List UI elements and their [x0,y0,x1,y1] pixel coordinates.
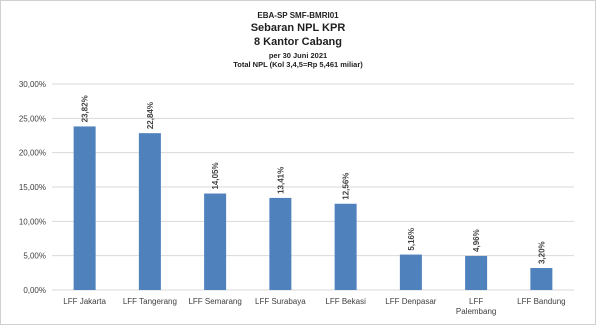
data-label: 4,96% [472,229,481,252]
y-tick-label: 5,00% [23,252,46,261]
y-tick-label: 25,00% [19,114,46,123]
data-label: 5,16% [407,228,416,251]
x-category-label: LFF Jakarta [63,297,106,306]
chart-title-code: EBA-SP SMF-BMRI01 [257,11,339,20]
bar [138,133,161,290]
chart-subtitle: 8 Kantor Cabang [253,36,342,48]
chart-title: Sebaran NPL KPR [250,22,346,34]
y-tick-label: 20,00% [19,149,46,158]
x-category-label: LFF Tangerang [123,297,177,306]
data-label: 13,41% [276,167,285,194]
y-tick-label: 0,00% [23,286,46,295]
data-label: 12,56% [342,173,351,200]
bar [465,255,488,290]
x-category-label: Palembang [456,307,496,316]
bar [73,126,96,290]
x-category-label: LFF Semarang [188,297,241,306]
data-label: 22,84% [146,102,155,129]
y-tick-label: 10,00% [19,217,46,226]
data-label: 14,05% [211,162,220,189]
x-category-label: LFF [469,297,483,306]
bar [399,254,422,290]
bar [204,193,227,290]
y-tick-label: 15,00% [19,183,46,192]
x-category-label: LFF Denpasar [385,297,436,306]
bar [269,197,292,290]
x-category-label: LFF Bekasi [325,297,366,306]
chart-date: per 30 Juni 2021 [268,51,328,60]
bar [334,203,357,290]
chart-total-npl: Total NPL (Kol 3,4,5=Rp 5,461 miliar) [233,60,363,69]
data-label: 23,82% [81,95,90,122]
y-tick-label: 30,00% [19,80,46,89]
bar [530,268,553,290]
x-category-label: LFF Bandung [517,297,565,306]
x-category-label: LFF Surabaya [255,297,306,306]
data-label: 3,20% [537,241,546,264]
